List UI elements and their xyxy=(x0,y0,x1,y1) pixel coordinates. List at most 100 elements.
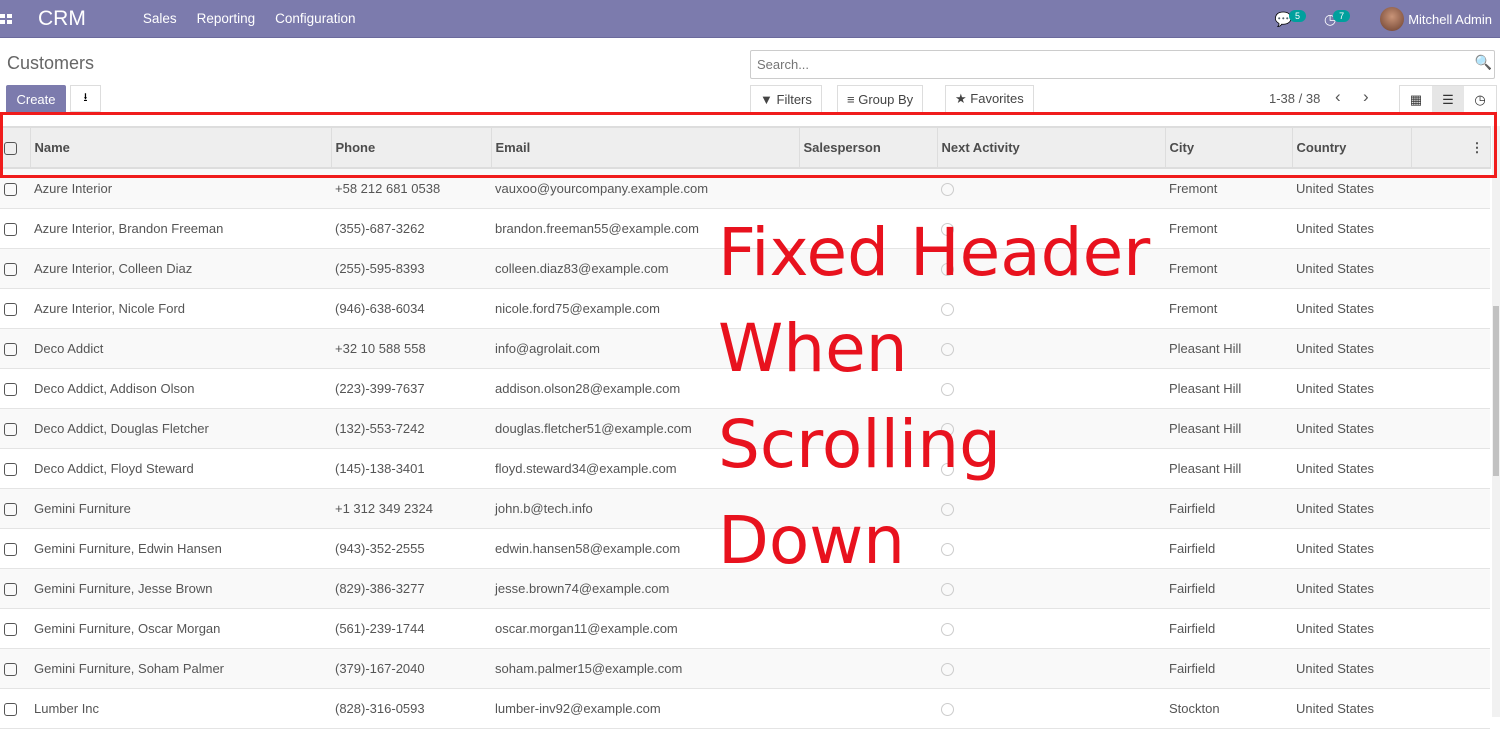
row-checkbox[interactable] xyxy=(0,608,30,649)
activity-clock-icon[interactable] xyxy=(941,382,954,396)
table-row[interactable]: Azure Interior, Nicole Ford (946)-638-603… xyxy=(0,288,1490,329)
activity-clock-icon[interactable] xyxy=(941,422,954,436)
table-row[interactable]: Gemini Furniture, Edwin Hansen (943)-352-… xyxy=(0,528,1490,569)
menu-sales[interactable]: Sales xyxy=(142,11,177,26)
cell-salesperson xyxy=(799,208,937,249)
activity-clock-icon[interactable] xyxy=(941,702,954,716)
row-checkbox[interactable] xyxy=(0,488,30,529)
row-checkbox[interactable] xyxy=(0,368,30,409)
user-menu[interactable]: Mitchell Admin xyxy=(1360,7,1492,31)
view-switcher: ▦ ☰ ◷ xyxy=(1399,85,1497,114)
messages-badge: 5 xyxy=(1288,9,1306,22)
activity-clock-icon[interactable] xyxy=(941,222,954,236)
activity-clock-icon[interactable] xyxy=(941,342,954,356)
annotation-text: Fixed Header When Scrolling Down xyxy=(718,214,1151,579)
row-checkbox[interactable] xyxy=(0,168,30,209)
cell-salesperson xyxy=(799,528,937,569)
select-all-checkbox[interactable] xyxy=(0,126,31,169)
next-activity-cell xyxy=(937,328,1165,369)
pager-previous-icon[interactable]: ‹ xyxy=(1335,87,1341,106)
menu-reporting[interactable]: Reporting xyxy=(196,11,256,26)
activity-clock-icon[interactable] xyxy=(941,662,954,676)
menu-configuration[interactable]: Configuration xyxy=(275,11,356,26)
activity-clock-icon[interactable] xyxy=(941,582,954,596)
filters-button[interactable]: ▼ Filters xyxy=(750,85,822,113)
next-activity-cell xyxy=(937,168,1165,209)
search-icon[interactable]: 🔍 xyxy=(1474,54,1492,70)
column-header-email[interactable]: Email xyxy=(491,126,800,169)
cell-city: Fremont xyxy=(1165,288,1292,329)
next-activity-cell xyxy=(937,288,1165,329)
activities-button[interactable]: ◷ 7 xyxy=(1324,9,1351,28)
row-checkbox[interactable] xyxy=(0,568,30,609)
activity-view-icon[interactable]: ◷ xyxy=(1474,91,1486,107)
activity-clock-icon[interactable] xyxy=(941,182,954,196)
column-header-name[interactable]: Name xyxy=(30,126,332,169)
favorites-button[interactable]: ★ Favorites xyxy=(945,85,1034,113)
download-button[interactable]: ⭳ xyxy=(70,85,101,112)
search-input[interactable] xyxy=(750,50,1495,79)
table-row[interactable]: Gemini Furniture, Oscar Morgan (561)-239-… xyxy=(0,608,1490,649)
column-header-city[interactable]: City xyxy=(1165,126,1293,169)
row-checkbox[interactable] xyxy=(0,288,30,329)
activity-clock-icon[interactable] xyxy=(941,462,954,476)
activity-clock-icon[interactable] xyxy=(941,542,954,556)
table-row[interactable]: Gemini Furniture, Jesse Brown (829)-386-3… xyxy=(0,568,1490,609)
row-checkbox[interactable] xyxy=(0,408,30,449)
column-header-salesperson[interactable]: Salesperson xyxy=(799,126,938,169)
pager-next-icon[interactable]: › xyxy=(1363,87,1369,106)
next-activity-cell xyxy=(937,248,1165,289)
cell-name: Lumber Inc xyxy=(30,688,331,729)
highlight-box xyxy=(0,112,1497,178)
column-header-next-activity[interactable]: Next Activity xyxy=(937,126,1166,169)
cell-email: floyd.steward34@example.com xyxy=(491,448,799,489)
pager-value[interactable]: 1-38 / 38 xyxy=(1269,91,1321,106)
kanban-view-icon[interactable]: ▦ xyxy=(1409,91,1423,107)
cell-city: Fairfield xyxy=(1165,568,1292,609)
table-row[interactable]: Gemini Furniture, Soham Palmer (379)-167-… xyxy=(0,648,1490,689)
optional-columns-button[interactable]: ⋮ xyxy=(1411,126,1491,169)
activity-clock-icon[interactable] xyxy=(941,502,954,516)
row-checkbox[interactable] xyxy=(0,448,30,489)
table-row[interactable]: Gemini Furniture +1 312 349 2324 john.b@te… xyxy=(0,488,1490,529)
cell-salesperson xyxy=(799,288,937,329)
cell-email: vauxoo@yourcompany.example.com xyxy=(491,168,799,209)
activity-clock-icon[interactable] xyxy=(941,262,954,276)
create-button[interactable]: Create xyxy=(6,85,66,113)
row-checkbox[interactable] xyxy=(0,528,30,569)
apps-menu-icon[interactable] xyxy=(0,13,14,24)
scrollbar[interactable] xyxy=(1492,126,1500,717)
cell-name: Gemini Furniture xyxy=(30,488,331,529)
list-icon: ≡ xyxy=(847,91,855,107)
cell-phone: (946)-638-6034 xyxy=(331,288,491,329)
cell-country: United States xyxy=(1292,528,1411,569)
table-row[interactable]: Deco Addict, Douglas Fletcher (132)-553-7… xyxy=(0,408,1490,449)
list-view-icon[interactable]: ☰ xyxy=(1432,86,1464,113)
next-activity-cell xyxy=(937,208,1165,249)
table-row[interactable]: Deco Addict +32 10 588 558 info@agrolait.c… xyxy=(0,328,1490,369)
table-row[interactable]: Deco Addict, Floyd Steward (145)-138-3401… xyxy=(0,448,1490,489)
row-checkbox[interactable] xyxy=(0,248,30,289)
scrollbar-thumb[interactable] xyxy=(1493,306,1499,476)
row-checkbox[interactable] xyxy=(0,648,30,689)
cell-email: john.b@tech.info xyxy=(491,488,799,529)
app-brand[interactable]: CRM xyxy=(38,6,86,30)
activity-clock-icon[interactable] xyxy=(941,622,954,636)
row-spacer xyxy=(1411,448,1490,489)
column-header-phone[interactable]: Phone xyxy=(331,126,492,169)
cell-salesperson xyxy=(799,248,937,289)
messages-button[interactable]: 💬 5 xyxy=(1275,9,1306,28)
column-header-country[interactable]: Country xyxy=(1292,126,1412,169)
table-row[interactable]: Azure Interior, Brandon Freeman (355)-687… xyxy=(0,208,1490,249)
table-row[interactable]: Azure Interior +58 212 681 0538 vauxoo@you… xyxy=(0,168,1490,209)
table-row[interactable]: Lumber Inc (828)-316-0593 lumber-inv92@exa… xyxy=(0,688,1490,729)
activity-clock-icon[interactable] xyxy=(941,302,954,316)
cell-country: United States xyxy=(1292,488,1411,529)
table-row[interactable]: Deco Addict, Addison Olson (223)-399-7637… xyxy=(0,368,1490,409)
row-checkbox[interactable] xyxy=(0,328,30,369)
table-row[interactable]: Azure Interior, Colleen Diaz (255)-595-83… xyxy=(0,248,1490,289)
row-checkbox[interactable] xyxy=(0,208,30,249)
row-checkbox[interactable] xyxy=(0,688,30,729)
group-by-button[interactable]: ≡ Group By xyxy=(837,85,924,113)
cell-city: Fairfield xyxy=(1165,528,1292,569)
